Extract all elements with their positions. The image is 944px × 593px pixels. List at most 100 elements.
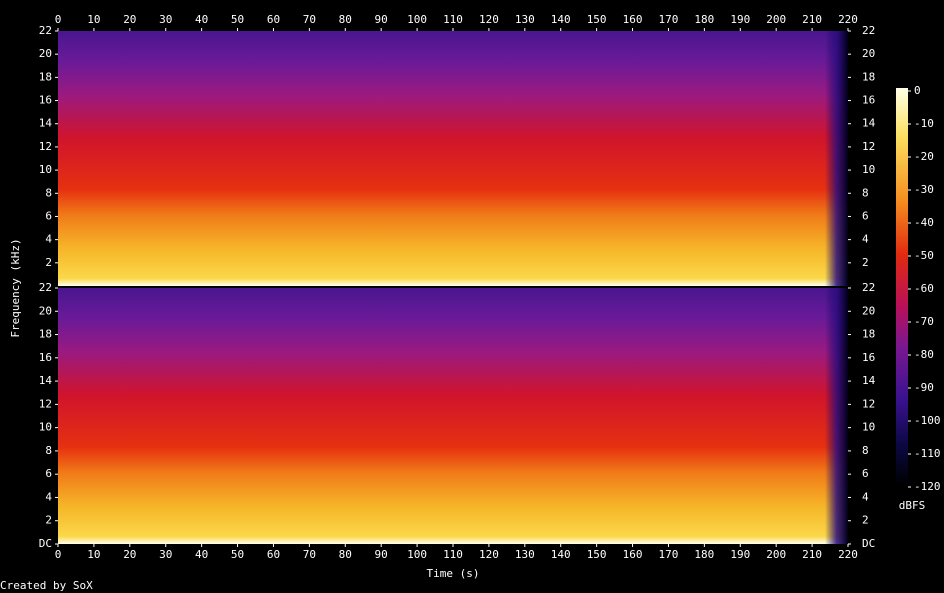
y-tick-label: 18: [39, 70, 52, 83]
y-tick-label: DC: [862, 537, 875, 550]
x-tick-label: 150: [587, 548, 607, 561]
x-tick-label: 170: [659, 548, 679, 561]
x-tick-label: 190: [730, 548, 750, 561]
colorbar-tick-label: -110: [914, 447, 941, 460]
y-tick-label: 14: [862, 374, 876, 387]
y-tick-label: DC: [39, 537, 52, 550]
colorbar-tick-label: -60: [914, 282, 934, 295]
x-tick-label: 190: [730, 13, 750, 26]
y-tick-label: 8: [862, 186, 869, 199]
y-tick-label: 10: [39, 163, 52, 176]
footer: Created by SoX: [0, 579, 93, 592]
x-tick-label: 100: [407, 548, 427, 561]
x-tick-label: 20: [123, 548, 136, 561]
x-tick-label: 30: [159, 13, 172, 26]
x-tick-label: 170: [659, 13, 679, 26]
x-tick-label: 180: [694, 548, 714, 561]
colorbar-tick-label: -100: [914, 414, 941, 427]
x-tick-label: 0: [55, 13, 62, 26]
y-tick-label: 18: [39, 328, 52, 341]
y-axis-label: Frequency (kHz): [9, 238, 22, 337]
y-tick-label: 20: [862, 47, 875, 60]
x-tick-label: 10: [87, 548, 100, 561]
colorbar-tick-label: -20: [914, 150, 934, 163]
x-tick-label: 70: [303, 548, 316, 561]
y-tick-label: 8: [862, 444, 869, 457]
y-tick-label: 10: [39, 421, 52, 434]
x-tick-label: 160: [623, 13, 643, 26]
x-tick-label: 130: [515, 548, 535, 561]
y-tick-label: 18: [862, 70, 875, 83]
y-tick-label: 2: [45, 514, 52, 527]
x-tick-label: 80: [339, 13, 352, 26]
y-tick-label: 22: [39, 24, 52, 37]
x-tick-label: 160: [623, 548, 643, 561]
x-tick-label: 220: [838, 548, 858, 561]
y-tick-label: 14: [862, 117, 876, 130]
x-tick-label: 210: [802, 548, 822, 561]
x-tick-label: 90: [375, 548, 388, 561]
y-tick-label: 2: [862, 514, 869, 527]
colorbar-tick-label: -70: [914, 315, 934, 328]
y-tick-label: 12: [39, 397, 52, 410]
y-tick-label: 6: [45, 209, 52, 222]
x-tick-label: 130: [515, 13, 535, 26]
y-tick-label: 4: [45, 490, 52, 503]
y-tick-label: 16: [39, 351, 52, 364]
y-tick-label: 22: [39, 281, 52, 294]
spectrogram-fade: [825, 31, 848, 286]
x-tick-label: 0: [55, 548, 62, 561]
colorbar-tick-label: -40: [914, 216, 934, 229]
colorbar-tick-label: -10: [914, 117, 934, 130]
x-tick-label: 30: [159, 548, 172, 561]
y-tick-label: 16: [39, 94, 52, 107]
colorbar-tick-label: -30: [914, 183, 934, 196]
y-tick-label: 22: [862, 24, 875, 37]
x-tick-label: 80: [339, 548, 352, 561]
y-tick-label: 20: [39, 47, 52, 60]
x-tick-label: 40: [195, 548, 208, 561]
x-tick-label: 140: [551, 13, 571, 26]
y-tick-label: 8: [45, 444, 52, 457]
x-tick-label: 200: [766, 13, 786, 26]
x-tick-label: 50: [231, 548, 244, 561]
x-tick-label: 180: [694, 13, 714, 26]
y-tick-label: 2: [862, 256, 869, 269]
y-tick-label: 6: [862, 209, 869, 222]
y-tick-label: 6: [45, 467, 52, 480]
spectrogram: [58, 31, 848, 544]
colorbar-tick-label: -90: [914, 381, 934, 394]
y-tick-label: 6: [862, 467, 869, 480]
spectrogram-fade: [825, 288, 848, 544]
y-tick-label: 22: [862, 281, 875, 294]
x-tick-label: 120: [479, 13, 499, 26]
y-tick-label: 8: [45, 186, 52, 199]
x-tick-label: 60: [267, 13, 280, 26]
y-tick-label: 20: [862, 304, 875, 317]
x-axis-label: Time (s): [427, 567, 480, 580]
x-tick-label: 100: [407, 13, 427, 26]
y-tick-label: 12: [39, 140, 52, 153]
x-tick-label: 140: [551, 548, 571, 561]
colorbar-tick-label: -50: [914, 249, 934, 262]
y-tick-label: 12: [862, 397, 875, 410]
colorbar-label: dBFS: [899, 499, 926, 512]
x-tick-label: 200: [766, 548, 786, 561]
y-tick-label: 18: [862, 328, 875, 341]
x-tick-label: 220: [838, 13, 858, 26]
y-tick-label: 4: [862, 233, 869, 246]
x-tick-label: 50: [231, 13, 244, 26]
y-tick-label: 4: [45, 233, 52, 246]
y-tick-label: 20: [39, 304, 52, 317]
colorbar-tick-label: 0: [914, 84, 921, 97]
x-tick-label: 150: [587, 13, 607, 26]
y-tick-label: 2: [45, 256, 52, 269]
y-tick-label: 14: [39, 117, 53, 130]
y-tick-label: 10: [862, 421, 875, 434]
colorbar-tick-label: -120: [914, 480, 941, 493]
x-tick-label: 120: [479, 548, 499, 561]
y-tick-label: 4: [862, 490, 869, 503]
x-tick-label: 20: [123, 13, 136, 26]
x-tick-label: 60: [267, 548, 280, 561]
